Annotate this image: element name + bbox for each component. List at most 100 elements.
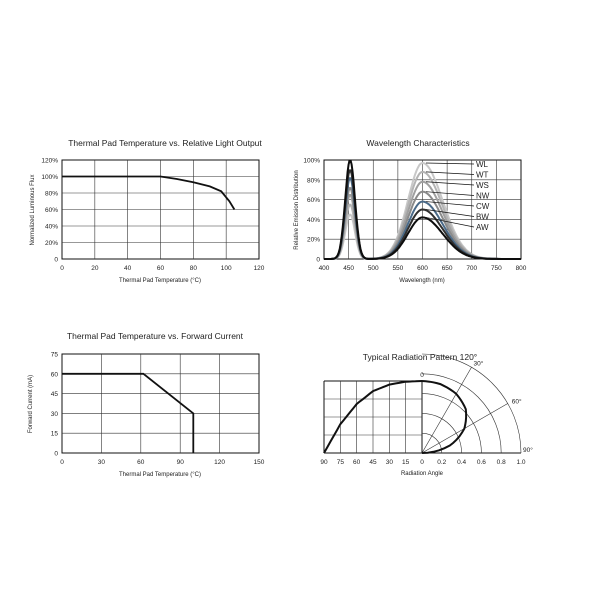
polar-ring: [421, 373, 502, 454]
y-tick-label: 100%: [41, 174, 58, 181]
polar-ring: [421, 413, 462, 454]
x-tick-label: 450: [343, 265, 354, 272]
y-tick-label: 80%: [45, 191, 58, 198]
angle-label: 30°: [474, 359, 484, 367]
series-line: [62, 372, 195, 453]
y-axis-label: Forward Current (mA): [28, 375, 34, 433]
legend-leader: [425, 162, 475, 165]
y-tick-label: 0: [54, 257, 58, 264]
x-tick-label: 0: [420, 459, 424, 466]
y-tick-labels: 0 15 30 45 60 75: [51, 352, 59, 458]
y-tick-label: 120%: [41, 158, 58, 165]
series-line-aw: [324, 159, 521, 260]
legend-label: NW: [476, 192, 490, 201]
legend-leader: [425, 181, 475, 186]
x-axis-label: Wavelength (nm): [399, 278, 444, 284]
series-line: [62, 175, 236, 210]
x-tick-label: 20: [91, 265, 99, 272]
series-lines: [62, 372, 195, 453]
x-tick-label: 600: [417, 265, 428, 272]
x-axis-label: Thermal Pad Temperature (°C): [119, 278, 201, 284]
x-tick-label: 120: [214, 459, 225, 466]
series-lines: [324, 159, 521, 260]
polar-ring: [421, 393, 482, 454]
legend-label: WT: [476, 171, 489, 180]
x-tick-label: 60: [137, 459, 145, 466]
radial-spoke: [421, 367, 472, 454]
chart-light-output: Thermal Pad Temperature vs. Relative Lig…: [30, 138, 265, 284]
legend-label: WS: [476, 181, 489, 190]
y-tick-label: 60%: [307, 197, 320, 204]
x-axis-label: Radiation Angle: [401, 471, 444, 477]
x-tick-label: 30: [98, 459, 106, 466]
x-tick-label: 700: [466, 265, 477, 272]
legend-label: WL: [476, 160, 489, 169]
y-tick-labels: 0 20% 40% 60% 80% 100% 120%: [41, 158, 58, 264]
x-tick-label: 1.0: [516, 459, 525, 466]
x-tick-label: 400: [319, 265, 330, 272]
x-axis-label: Thermal Pad Temperature (°C): [119, 472, 201, 478]
polar-grid: [323, 353, 522, 454]
chart-forward-current: Thermal Pad Temperature vs. Forward Curr…: [28, 331, 265, 478]
x-tick-label: 60: [157, 265, 165, 272]
y-tick-label: 45: [51, 391, 59, 398]
chart-title: Thermal Pad Temperature vs. Forward Curr…: [67, 331, 244, 341]
x-tick-label: 500: [368, 265, 379, 272]
y-tick-label: 80%: [307, 177, 320, 184]
x-tick-labels: 0 20 40 60 80 100 120: [60, 265, 265, 272]
x-tick-label: 100: [221, 265, 232, 272]
angle-label: 0: [420, 372, 424, 379]
y-tick-label: 0: [316, 257, 320, 264]
x-tick-label: 0: [60, 459, 64, 466]
chart-radiation-pattern: Typical Radiation Pattern 120° 90 75 60 45 3…: [320, 352, 533, 477]
y-tick-label: 60%: [45, 207, 58, 214]
y-tick-labels: 0 20% 40% 60% 80% 100%: [303, 158, 320, 264]
x-tick-labels: 400 450 500 550 600 650 700 750 800: [319, 265, 527, 272]
legend-leader: [425, 201, 475, 207]
x-tick-label: 0: [60, 265, 64, 272]
y-tick-label: 100%: [303, 158, 320, 165]
x-tick-label: 0.2: [437, 459, 446, 466]
series-lines: [62, 175, 236, 210]
x-tick-labels: 0 30 60 90 120 150: [60, 459, 265, 466]
chart-title: Thermal Pad Temperature vs. Relative Lig…: [68, 138, 262, 148]
legend-label: AW: [476, 223, 489, 232]
y-tick-label: 60: [51, 371, 59, 378]
x-tick-label: 60: [353, 459, 361, 466]
rect-intensity-curve: [323, 380, 423, 454]
angle-labels: 0 30° 60° 90°: [420, 359, 533, 454]
y-axis-label: Normalized Luminous Flux: [30, 174, 36, 245]
legend-leader: [425, 209, 475, 217]
legend-leader: [425, 217, 475, 228]
y-axis-label: Relative Emission Distribution: [294, 170, 300, 249]
angle-label: 60°: [512, 398, 522, 406]
x-tick-label: 45: [369, 459, 377, 466]
x-tick-label: 15: [402, 459, 410, 466]
angle-label: 90°: [523, 446, 533, 454]
legend-label: CW: [476, 202, 490, 211]
x-tick-label: 150: [254, 459, 265, 466]
x-tick-label: 90: [177, 459, 185, 466]
gridlines: [62, 354, 259, 453]
y-tick-label: 30: [51, 411, 59, 418]
gridlines: [62, 160, 259, 259]
y-tick-label: 15: [51, 431, 59, 438]
x-tick-label: 75: [337, 459, 345, 466]
x-tick-labels: 90 75 60 45 30 15 0 0.2 0.4 0.6 0.8 1.0: [320, 459, 526, 466]
legend-label: BW: [476, 213, 489, 222]
x-tick-label: 80: [190, 265, 198, 272]
x-tick-label: 0.6: [477, 459, 486, 466]
chart-wavelength: Wavelength Characteristics 0 20% 40% 60% 80%…: [294, 138, 527, 284]
x-tick-label: 550: [392, 265, 403, 272]
x-tick-label: 750: [491, 265, 502, 272]
polar-intensity-curve: [421, 380, 468, 454]
legend-leader: [425, 191, 475, 196]
y-tick-label: 20%: [45, 240, 58, 247]
y-tick-label: 0: [54, 451, 58, 458]
x-tick-label: 120: [254, 265, 265, 272]
series-lines: [323, 380, 468, 454]
plot-frame: [61, 353, 260, 454]
chart-title: Wavelength Characteristics: [366, 138, 469, 148]
